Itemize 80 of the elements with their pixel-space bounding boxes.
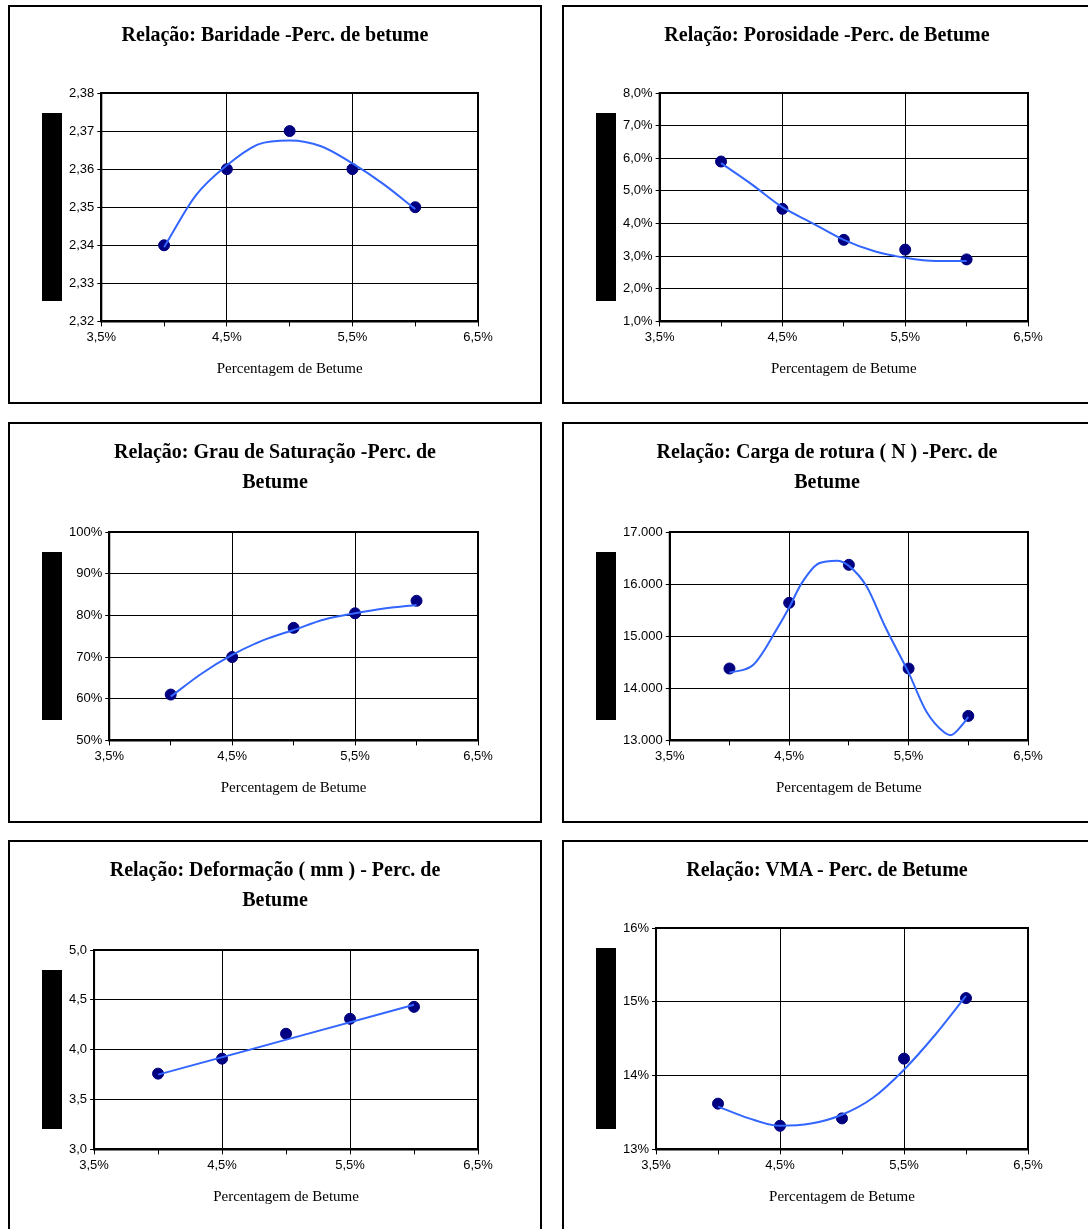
- x-tick-label: 3,5%: [644, 328, 675, 344]
- x-tick-label: 5,5%: [335, 1156, 366, 1172]
- x-tick-label: 3,5%: [654, 747, 686, 763]
- y-tick-label: 16%: [622, 919, 650, 935]
- y-tick-label: 2,35: [68, 198, 95, 214]
- y-tick-label: 4,0: [68, 1041, 88, 1057]
- y-tick-label: 2,32: [68, 312, 95, 328]
- y-tick-label: 17.000: [623, 523, 663, 539]
- x-tick-label: 4,5%: [765, 1156, 796, 1172]
- point: [280, 1027, 293, 1040]
- x-axis-title: Percentagem de Betume: [775, 778, 923, 795]
- x-tick-label: 5,5%: [337, 328, 368, 344]
- y-tick-label: 5,0%: [622, 182, 654, 198]
- chart-title: Relação: Grau de Saturação -Perc. de Betume: [113, 439, 437, 494]
- point: [346, 163, 359, 176]
- y-tick-label: 5,0: [68, 941, 88, 957]
- y-tick-label: 3,5: [68, 1091, 88, 1107]
- y-tick-label: 16.000: [623, 575, 663, 591]
- chart-title: Relação: Deformação ( mm ) - Perc. de Betume: [108, 857, 442, 912]
- point: [283, 125, 296, 138]
- x-tick-label: 6,5%: [1013, 328, 1044, 344]
- chart-title: Relação: Porosidade -Perc. de Betume: [663, 22, 991, 48]
- x-tick-label: 6,5%: [463, 747, 494, 763]
- x-axis-title: Percentagem de Betume: [769, 1187, 916, 1204]
- y-tick-label: 2,0%: [622, 280, 654, 296]
- chart-title: Relação: Carga de rotura ( N ) -Perc. de Betume: [655, 439, 999, 494]
- y-tick-label: 60%: [76, 690, 103, 706]
- x-tick-label: 4,5%: [212, 328, 243, 344]
- point: [898, 1052, 911, 1065]
- y-tick-label: 13.000: [623, 731, 663, 747]
- y-tick-label: 6,0%: [622, 149, 654, 165]
- x-tick-label: 3,5%: [86, 328, 117, 344]
- chart-title: Relação: Baridade -Perc. de betume: [120, 22, 430, 48]
- y-tick-label: 3,0: [68, 1140, 88, 1156]
- y-tick-label: 14%: [622, 1067, 650, 1083]
- y-tick-label: 100%: [69, 523, 103, 539]
- x-tick-label: 3,5%: [94, 747, 125, 763]
- y-tick-label: 7,0%: [622, 117, 654, 133]
- point: [712, 1097, 725, 1110]
- x-tick-label: 5,5%: [340, 747, 371, 763]
- y-tick-label: 2,37: [68, 122, 95, 138]
- y-tick-label: 8,0%: [622, 84, 654, 100]
- y-tick-label: 2,38: [68, 84, 95, 100]
- y-tick-label: 80%: [76, 606, 103, 622]
- y-tick-label: 50%: [76, 731, 103, 747]
- x-tick-label: 6,5%: [1013, 747, 1044, 763]
- x-axis-title: Percentagem de Betume: [770, 359, 918, 376]
- x-tick-label: 3,5%: [79, 1156, 110, 1172]
- y-tick-label: 2,33: [68, 274, 95, 290]
- x-tick-label: 5,5%: [889, 1156, 920, 1172]
- x-tick-label: 4,5%: [774, 747, 805, 763]
- point: [962, 709, 975, 722]
- x-tick-label: 4,5%: [767, 328, 798, 344]
- point: [899, 243, 912, 256]
- x-axis-title: Percentagem de Betume: [220, 778, 367, 795]
- y-tick-label: 15.000: [623, 627, 663, 643]
- x-tick-label: 6,5%: [1013, 1156, 1044, 1172]
- y-tick-label: 2,36: [68, 160, 95, 176]
- x-tick-label: 6,5%: [463, 328, 494, 344]
- y-tick-label: 3,0%: [622, 247, 654, 263]
- y-tick-label: 15%: [622, 993, 650, 1009]
- x-axis-title: Percentagem de Betume: [213, 1187, 360, 1204]
- y-tick-label: 13%: [622, 1140, 650, 1156]
- point: [723, 662, 736, 675]
- point: [410, 594, 423, 607]
- x-tick-label: 5,5%: [890, 328, 921, 344]
- y-tick-label: 2,34: [68, 236, 95, 252]
- y-tick-label: 4,0%: [622, 215, 654, 231]
- y-tick-label: 4,5: [68, 991, 88, 1007]
- y-tick-label: 1,0%: [622, 312, 654, 328]
- x-tick-label: 6,5%: [463, 1156, 494, 1172]
- chart-title: Relação: VMA - Perc. de Betume: [685, 857, 969, 883]
- y-tick-label: 90%: [76, 565, 103, 581]
- y-tick-label: 14.000: [623, 679, 663, 695]
- x-tick-label: 3,5%: [641, 1156, 672, 1172]
- x-tick-label: 4,5%: [217, 747, 248, 763]
- x-axis-title: Percentagem de Betume: [216, 359, 363, 376]
- x-tick-label: 4,5%: [207, 1156, 238, 1172]
- x-tick-label: 5,5%: [893, 747, 924, 763]
- y-tick-label: 70%: [76, 648, 103, 664]
